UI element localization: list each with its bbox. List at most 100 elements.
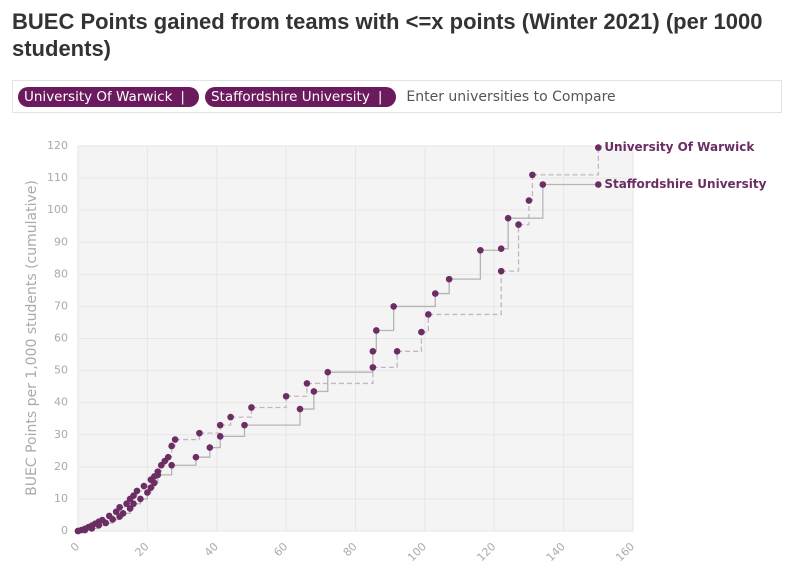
search-input[interactable]: Enter universities to Compare [406,88,616,105]
y-tick-label: 120 [47,139,68,152]
series-end-label: Staffordshire University [604,177,766,191]
step-connector [532,147,599,176]
step-connector [508,184,544,219]
data-point [151,479,158,487]
step-connector [393,293,436,308]
y-tick-label: 0 [61,524,68,537]
step-connector [300,391,315,410]
x-tick-label: 140 [544,540,568,564]
step-connector [313,372,329,393]
step-connector [397,332,423,352]
x-tick-label: 40 [202,540,221,559]
data-point [168,442,175,450]
data-point [477,246,484,254]
y-tick-label: 60 [54,332,68,345]
data-point [393,348,401,355]
data-point [192,453,200,461]
step-connector [518,200,530,226]
data-point [515,221,522,228]
step-connector [209,436,221,449]
y-tick-label: 50 [54,364,68,377]
data-point [248,404,255,411]
step-connector [449,250,482,280]
step-connector [220,417,232,426]
data-point [324,368,332,376]
y-tick-label: 20 [54,460,68,473]
data-point [164,453,172,461]
y-tick-label: 100 [47,203,68,216]
data-point [130,492,137,500]
data-point [445,275,453,283]
data-point [296,405,304,413]
data-point [303,380,311,387]
data-point [116,503,123,511]
data-point [137,495,144,503]
data-point [595,144,602,151]
selected-tag[interactable]: Staffordshire University [204,86,397,107]
university-selector[interactable]: University Of Warwick Staffordshire Univ… [12,80,782,113]
step-connector [251,396,287,409]
x-tick-label: 60 [271,540,290,559]
chart: BUEC Points per 1,000 students (cumulati… [24,139,767,564]
chart-title: BUEC Points gained from teams with <=x p… [12,9,763,61]
x-tick-label: 100 [405,540,429,564]
data-point [390,303,397,310]
data-point [109,516,116,523]
data-point [310,388,318,395]
data-point [373,327,380,334]
data-point [147,484,155,491]
data-point [504,214,512,222]
data-point [369,348,377,355]
y-tick-label: 110 [47,171,68,184]
y-axis-label: BUEC Points per 1,000 students (cumulati… [24,180,40,496]
step-connector [428,271,502,316]
data-point [525,197,533,204]
x-tick-label: 0 [68,540,82,554]
data-point [431,290,439,297]
step-connector [327,351,374,373]
y-tick-label: 10 [54,492,68,505]
data-point [95,521,103,529]
step-connector [501,224,520,272]
data-point [529,171,536,179]
data-point [227,413,234,421]
data-point [282,392,290,400]
data-point [123,500,130,508]
x-tick-label: 160 [613,540,637,564]
data-point [102,519,110,527]
data-point [539,181,547,188]
data-point [418,328,425,336]
data-point [168,461,175,469]
selected-tag[interactable]: University Of Warwick [18,86,199,107]
step-connector [435,279,450,295]
data-point [133,487,141,495]
data-point [81,526,89,534]
x-tick-label: 80 [341,540,360,559]
data-point [88,525,96,532]
data-point [74,527,82,535]
data-point [119,510,127,517]
data-point [140,482,148,490]
series-end-label: University Of Warwick [604,140,755,154]
x-tick-label: 20 [133,540,152,559]
data-point [497,245,505,252]
data-point [112,508,120,516]
step-connector [376,306,395,332]
step-connector [372,351,398,369]
data-point [425,311,432,318]
step-connector [286,383,308,397]
y-tick-label: 30 [54,428,68,441]
data-point [154,471,162,479]
step-connector [220,425,246,438]
data-point [206,444,214,451]
data-point [369,364,377,371]
y-tick-label: 90 [54,235,68,248]
data-point [130,500,137,508]
data-point [241,421,248,429]
x-tick-label: 120 [474,540,498,564]
data-point [595,181,602,188]
data-point [216,433,224,440]
data-point [126,505,134,512]
y-tick-label: 80 [54,267,68,280]
